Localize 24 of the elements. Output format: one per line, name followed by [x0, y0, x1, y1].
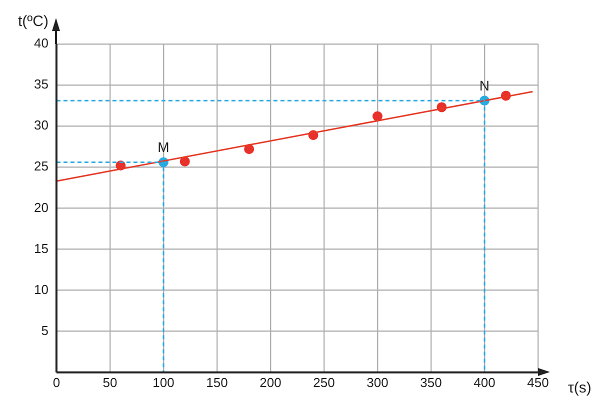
y-tick-label: 35	[34, 76, 48, 92]
annotation: M	[158, 139, 170, 156]
y-axis-title: t(ºC)	[18, 13, 48, 30]
x-tick-label: 450	[527, 374, 549, 390]
y-tick-label: 10	[34, 282, 48, 297]
point	[372, 111, 382, 122]
x-tick-label: 200	[260, 374, 282, 390]
x-tick-label: 350	[420, 374, 442, 390]
x-tick-label: 100	[152, 374, 174, 390]
y-tick-label: 5	[41, 322, 48, 338]
y-tick-label: 15	[34, 240, 48, 256]
x-tick-label: 50	[102, 374, 118, 390]
y-tick-label: 20	[34, 200, 48, 215]
x-tick-label: 250	[313, 374, 335, 390]
y-tick-label: 30	[34, 118, 48, 133]
y-tick-label: 40	[34, 36, 48, 51]
point	[180, 156, 190, 166]
annotation: N	[479, 78, 490, 94]
x-tick-label: 150	[206, 374, 228, 390]
x-axis-title: τ(s)	[568, 380, 592, 397]
x-tick-label: 300	[366, 374, 388, 390]
x-tick-label: 0	[52, 374, 60, 390]
x-tick-label: 400	[474, 374, 496, 390]
y-tick-label: 25	[34, 158, 48, 174]
